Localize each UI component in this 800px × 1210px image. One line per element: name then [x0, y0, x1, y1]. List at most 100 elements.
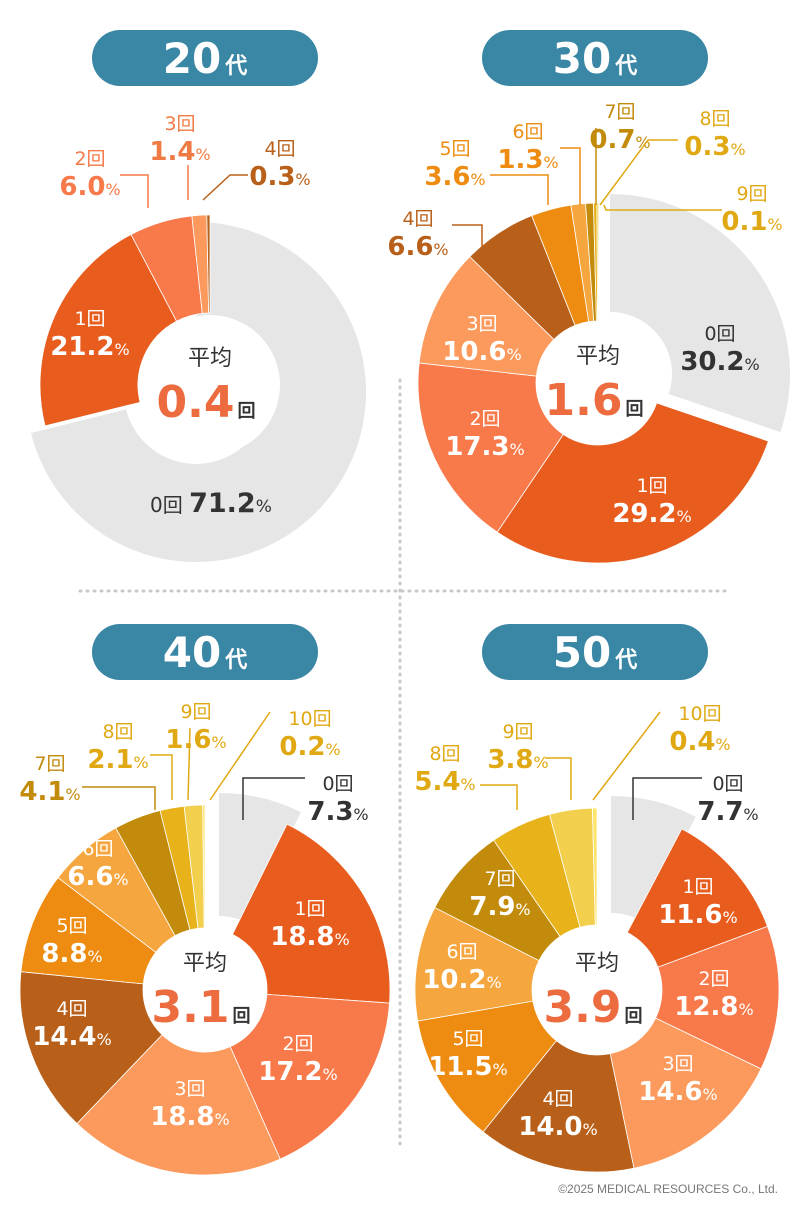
slice-label-name: 8回 — [429, 743, 460, 765]
slice-50-2 — [655, 925, 780, 1070]
slice-label: 0回 71.2% — [150, 488, 272, 519]
slice-label-value: 1.4% — [149, 137, 210, 167]
slice-label-value: 7.7% — [697, 797, 758, 827]
badge-background — [482, 624, 708, 680]
slice-label-name: 0回 — [322, 773, 353, 795]
badge-background — [92, 624, 318, 680]
slice-label-name: 10回 — [678, 703, 721, 725]
slice-label-value: 12.8% — [674, 992, 753, 1022]
slice-label-name: 3回 — [466, 313, 497, 335]
leader-line — [599, 139, 678, 206]
average-label: 平均 — [188, 346, 232, 371]
donut-hole — [538, 323, 658, 443]
slice-label-value: 7.3% — [307, 797, 368, 827]
average-label: 平均 — [183, 951, 227, 976]
slice-label-value: 10.2% — [422, 965, 501, 995]
slice-label-value: 8.8% — [41, 939, 102, 969]
average-label: 平均 — [575, 951, 619, 976]
slice-label-name: 1回 — [294, 898, 325, 920]
slice-label-name: 7回 — [34, 753, 65, 775]
slice-label-name: 3回 — [662, 1053, 693, 1075]
average-value: 3.9 回 — [544, 982, 643, 1033]
slice-label-value: 6.0% — [59, 172, 120, 202]
slice-label-value: 14.4% — [32, 1022, 111, 1052]
slice-label-name: 7回 — [604, 101, 635, 123]
slice-label-name: 9回 — [502, 721, 533, 743]
slice-20-4 — [206, 214, 211, 314]
slice-50-5 — [417, 1000, 557, 1133]
slice-50-4 — [482, 1040, 635, 1173]
slice-30-2 — [417, 362, 564, 533]
slice-label-value: 18.8% — [270, 922, 349, 952]
slice-label-value: 0.7% — [589, 125, 650, 155]
copyright-credit: ©2025 MEDICAL RESOURCES Co., Ltd. — [558, 1182, 778, 1196]
slice-40-4 — [19, 971, 163, 1125]
slice-label-name: 1回 — [682, 876, 713, 898]
slice-label-name: 1回 — [636, 475, 667, 497]
slice-label-value: 4.1% — [19, 777, 80, 807]
slice-label-name: 8回 — [102, 721, 133, 743]
slice-50-0 — [611, 796, 696, 921]
chart-title: 50 代 — [553, 628, 637, 677]
leader-line — [120, 174, 149, 208]
slice-50-10 — [592, 807, 598, 926]
slice-label-name: 5回 — [56, 915, 87, 937]
slice-label-name: 5回 — [452, 1028, 483, 1050]
leader-line — [603, 204, 722, 211]
leader-line — [242, 777, 305, 820]
average-value: 3.1 回 — [152, 982, 251, 1033]
slice-label-value: 17.2% — [258, 1057, 337, 1087]
leader-line — [452, 224, 483, 248]
slice-label-name: 5回 — [439, 138, 470, 160]
slice-label-value: 1.6% — [165, 725, 226, 755]
slice-label-value: 7.9% — [469, 892, 530, 922]
slice-40-1 — [231, 823, 391, 1004]
slice-50-3 — [609, 1017, 762, 1169]
slice-label-value: 5.4% — [414, 767, 475, 797]
slice-label-name: 4回 — [542, 1088, 573, 1110]
slice-label-value: 17.3% — [445, 432, 524, 462]
slice-40-2 — [229, 993, 390, 1160]
slice-label-name: 4回 — [402, 208, 433, 230]
donut-hole — [145, 930, 265, 1050]
slice-label-value: 6.6% — [387, 232, 448, 262]
leader-line — [632, 777, 702, 820]
slice-label-value: 18.8% — [150, 1102, 229, 1132]
donut-hole — [140, 315, 280, 455]
slice-30-0 — [610, 194, 790, 433]
slice-40-10 — [202, 804, 206, 929]
slice-label-value: 10.6% — [442, 337, 521, 367]
slice-label-value: 11.5% — [428, 1052, 507, 1082]
slice-label-name: 10回 — [288, 708, 331, 730]
slice-20-1 — [39, 233, 178, 427]
slice-label-value: 0.4% — [669, 727, 730, 757]
slice-label-name: 0回 — [704, 323, 735, 345]
slice-30-1 — [496, 402, 769, 564]
slice-label-name: 4回 — [56, 998, 87, 1020]
slice-label-name: 2回 — [74, 148, 105, 170]
slice-label-value: 21.2% — [50, 332, 129, 362]
slice-label-value: 3.8% — [487, 745, 548, 775]
slice-label-name: 6回 — [82, 838, 113, 860]
leader-line — [545, 757, 572, 800]
average-label: 平均 — [576, 344, 620, 369]
badge-background — [482, 30, 708, 86]
leader-line — [560, 147, 581, 205]
slice-label-name: 9回 — [180, 701, 211, 723]
slice-label-value: 29.2% — [612, 499, 691, 529]
slice-label-value: 2.1% — [87, 745, 148, 775]
chart-title: 20 代 — [163, 34, 247, 83]
slice-30-9 — [596, 202, 600, 322]
slice-label-value: 14.6% — [638, 1077, 717, 1107]
leader-line — [187, 727, 191, 801]
slice-40-0 — [219, 793, 301, 923]
slice-label-value: 3.6% — [424, 162, 485, 192]
slice-label-name: 8回 — [699, 108, 730, 130]
slice-label-name: 3回 — [164, 113, 195, 135]
leader-line — [592, 711, 661, 801]
